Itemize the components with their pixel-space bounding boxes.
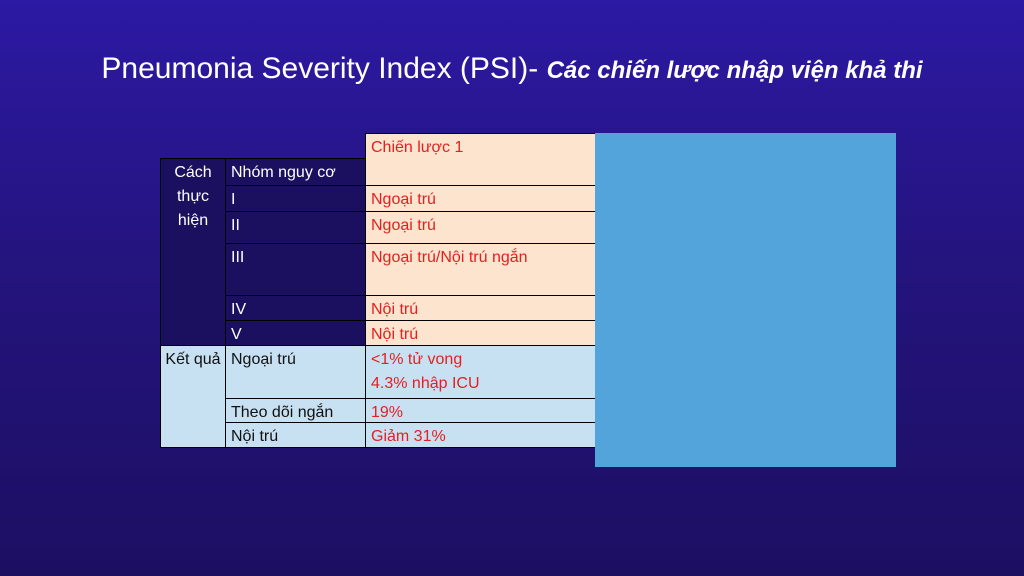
title-main: Pneumonia Severity Index (PSI)- [101,52,547,85]
strategy-cell: Nội trú [365,295,596,321]
blue-panel [595,133,896,467]
result-line: 4.3% nhập ICU [371,375,480,392]
result-cell: Giảm 31% [365,422,596,448]
title-emphasis: Các chiến lược nhập viện khả thi [546,57,923,84]
result-line: <1% tử vong [371,351,463,368]
risk-group: IV [225,295,366,321]
result-group: Ngoại trú [225,345,366,399]
strategy-cell: Ngoại trú/Nội trú ngắn [365,243,596,296]
risk-group: I [225,185,366,212]
result-group: Nội trú [225,422,366,448]
implementation-label: Cách thực hiện [160,158,226,346]
result-group: Theo dõi ngắn [225,398,366,423]
results-label: Kết quả [160,345,226,448]
slide-title: Pneumonia Severity Index (PSI)- Các chiế… [0,52,1024,86]
result-cell: <1% tử vong 4.3% nhập ICU [365,345,596,399]
result-cell: 19% [365,398,596,423]
strategy-cell: Nội trú [365,320,596,346]
strategy-header: Chiến lược 1 [365,133,596,186]
risk-group: II [225,211,366,244]
strategy-cell: Ngoại trú [365,211,596,244]
risk-group-header: Nhóm nguy cơ [225,158,366,186]
risk-group: V [225,320,366,346]
risk-group: III [225,243,366,296]
strategy-cell: Ngoại trú [365,185,596,212]
